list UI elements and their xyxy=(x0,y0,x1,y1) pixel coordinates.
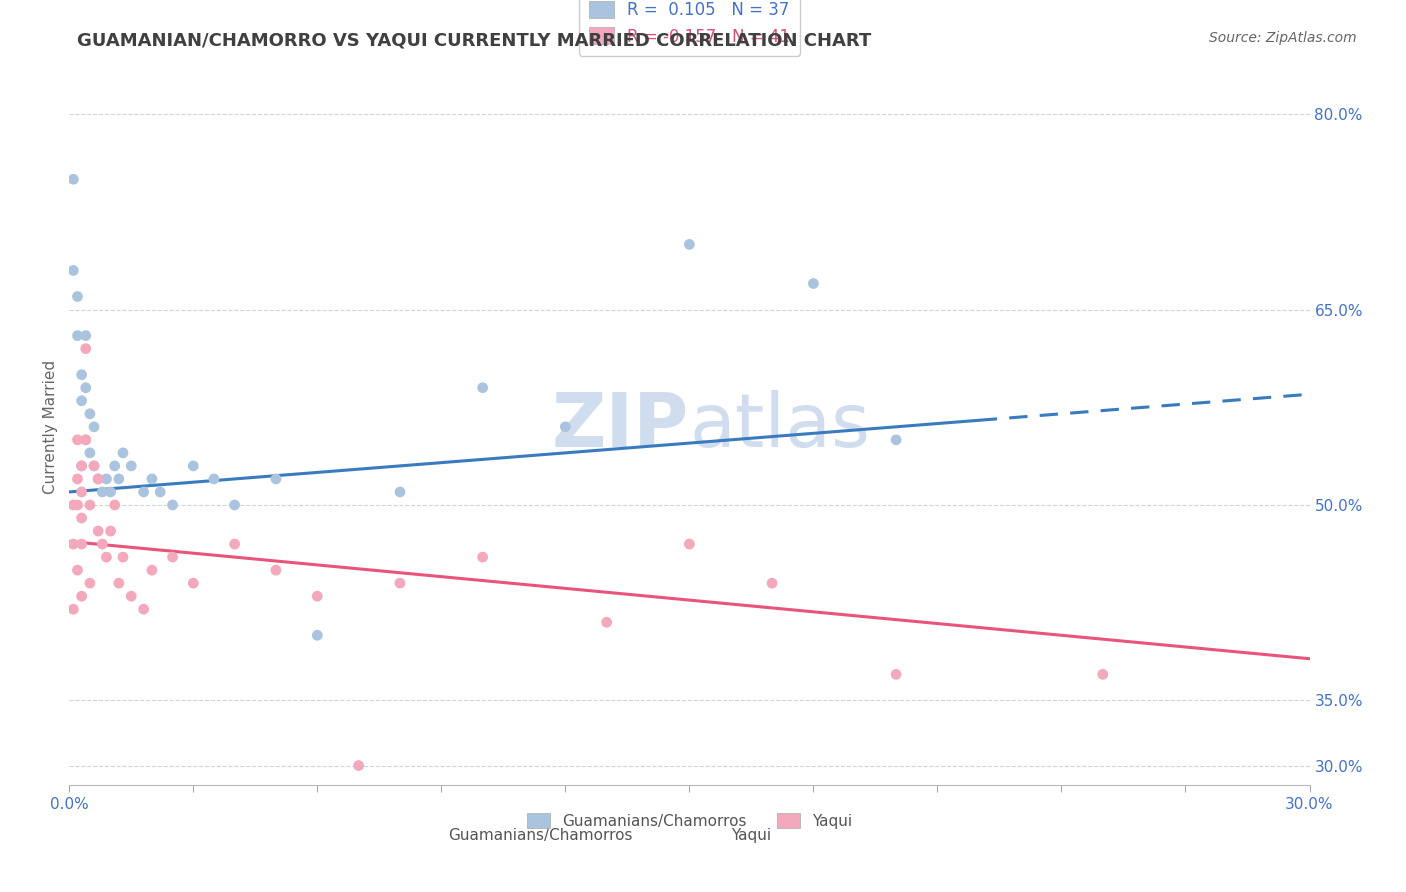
Point xyxy=(761,576,783,591)
Point xyxy=(224,537,246,551)
Point xyxy=(87,472,110,486)
Y-axis label: Currently Married: Currently Married xyxy=(44,359,58,494)
Text: Yaqui: Yaqui xyxy=(731,828,772,843)
Point xyxy=(162,550,184,565)
Point xyxy=(66,498,89,512)
Point xyxy=(91,537,114,551)
Point xyxy=(141,563,163,577)
Point xyxy=(70,537,93,551)
Point xyxy=(884,433,907,447)
Point xyxy=(96,472,118,486)
Point xyxy=(108,472,131,486)
Point xyxy=(66,433,89,447)
Point xyxy=(66,328,89,343)
Point xyxy=(388,485,411,500)
Point xyxy=(111,446,134,460)
Point xyxy=(471,550,494,565)
Point xyxy=(70,368,93,382)
Point xyxy=(224,498,246,512)
Point xyxy=(75,342,97,356)
Point xyxy=(181,458,204,473)
Point xyxy=(75,433,97,447)
Point xyxy=(79,407,101,421)
Point xyxy=(79,576,101,591)
Point xyxy=(471,381,494,395)
Point xyxy=(388,576,411,591)
Point xyxy=(264,472,287,486)
Point xyxy=(120,458,142,473)
Point xyxy=(307,628,329,642)
Point xyxy=(83,458,105,473)
Point xyxy=(100,524,122,538)
Point xyxy=(83,458,105,473)
Legend: Guamanians/Chamorros, Yaqui: Guamanians/Chamorros, Yaqui xyxy=(520,806,858,835)
Point xyxy=(132,602,155,616)
Point xyxy=(678,237,700,252)
Point xyxy=(75,381,97,395)
Point xyxy=(120,589,142,603)
Point xyxy=(83,419,105,434)
Point xyxy=(108,576,131,591)
Point xyxy=(75,433,97,447)
Text: ZIP: ZIP xyxy=(553,391,689,463)
Text: atlas: atlas xyxy=(689,391,870,463)
Point xyxy=(87,472,110,486)
Point xyxy=(1091,667,1114,681)
Point xyxy=(75,328,97,343)
Point xyxy=(70,393,93,408)
Point xyxy=(70,458,93,473)
Point xyxy=(347,758,370,772)
Point xyxy=(66,472,89,486)
Point xyxy=(554,419,576,434)
Point xyxy=(70,458,93,473)
Point xyxy=(307,589,329,603)
Point xyxy=(66,289,89,303)
Point xyxy=(181,576,204,591)
Point xyxy=(62,498,84,512)
Point xyxy=(96,550,118,565)
Point xyxy=(70,485,93,500)
Point xyxy=(100,485,122,500)
Point xyxy=(111,550,134,565)
Point xyxy=(803,277,825,291)
Point xyxy=(87,524,110,538)
Point xyxy=(62,537,84,551)
Point xyxy=(678,537,700,551)
Text: GUAMANIAN/CHAMORRO VS YAQUI CURRENTLY MARRIED CORRELATION CHART: GUAMANIAN/CHAMORRO VS YAQUI CURRENTLY MA… xyxy=(77,31,872,49)
Point xyxy=(62,172,84,186)
Point xyxy=(79,446,101,460)
Point xyxy=(91,485,114,500)
Point xyxy=(132,485,155,500)
Point xyxy=(79,498,101,512)
Point xyxy=(62,602,84,616)
Point xyxy=(141,472,163,486)
Point xyxy=(596,615,619,630)
Point xyxy=(162,498,184,512)
Point xyxy=(202,472,225,486)
Point xyxy=(884,667,907,681)
Text: Source: ZipAtlas.com: Source: ZipAtlas.com xyxy=(1209,31,1357,45)
Point xyxy=(62,263,84,277)
Point xyxy=(104,458,127,473)
Point xyxy=(149,485,172,500)
Point xyxy=(104,498,127,512)
Point xyxy=(264,563,287,577)
Point xyxy=(66,563,89,577)
Point xyxy=(70,511,93,525)
Point xyxy=(70,589,93,603)
Text: Guamanians/Chamorros: Guamanians/Chamorros xyxy=(449,828,633,843)
